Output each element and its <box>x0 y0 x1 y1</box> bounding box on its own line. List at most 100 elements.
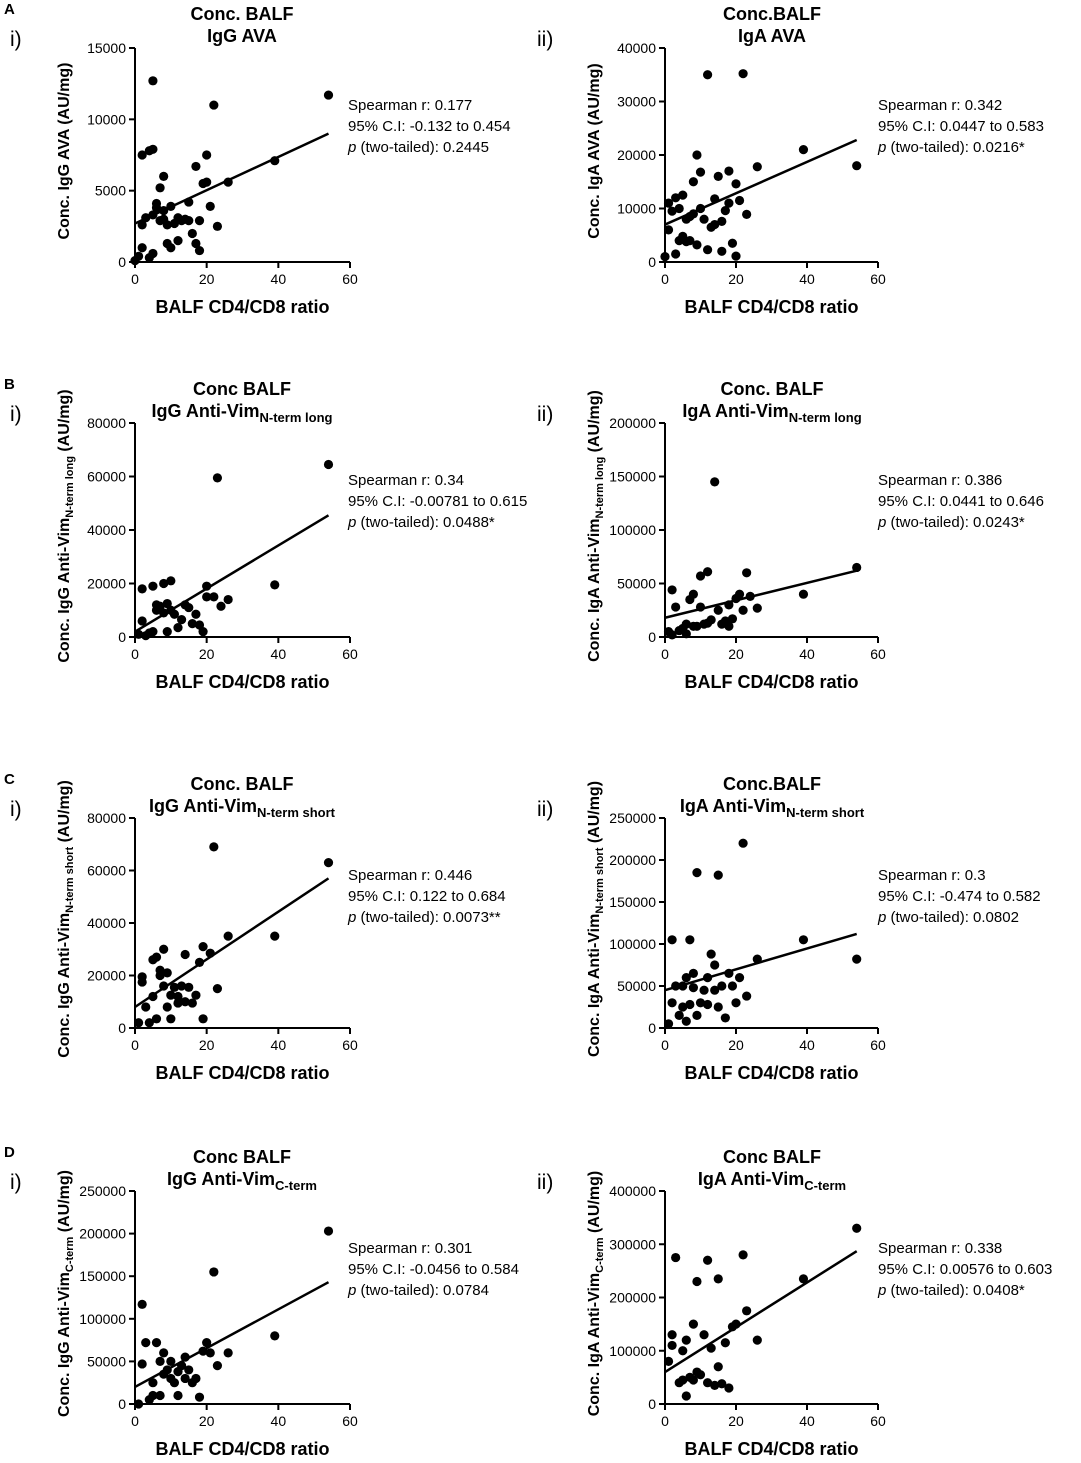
data-point <box>198 942 208 952</box>
data-point <box>717 981 727 991</box>
data-point <box>176 981 187 991</box>
stat-value: 0.0784 <box>443 1282 489 1299</box>
data-point <box>752 954 762 964</box>
data-point <box>717 246 727 256</box>
y-axis-label-unit: (AU/mg) <box>56 780 73 847</box>
data-point <box>731 998 741 1008</box>
stat-label: (two-tailed): <box>356 514 443 531</box>
data-point <box>187 998 197 1008</box>
data-point <box>133 629 144 639</box>
data-point <box>710 194 720 204</box>
data-point <box>205 1348 215 1358</box>
x-tick-label: 20 <box>199 1037 215 1053</box>
data-point <box>141 1338 151 1348</box>
data-point <box>681 1391 691 1401</box>
data-point <box>137 243 147 253</box>
data-point <box>724 1383 734 1393</box>
data-point <box>209 1267 219 1277</box>
data-point <box>688 1319 699 1329</box>
data-point <box>191 990 201 1000</box>
data-point <box>137 1299 147 1309</box>
x-tick-label: 60 <box>342 271 358 287</box>
data-point <box>180 949 190 960</box>
data-point <box>738 605 748 615</box>
y-tick-label: 200000 <box>609 852 656 868</box>
data-point <box>162 1002 172 1012</box>
stat-value: 0.3 <box>965 867 986 884</box>
stat-confidence-interval: 95% C.I: -0.474 to 0.582 <box>878 888 1041 905</box>
data-point <box>742 991 752 1001</box>
y-axis-label-unit: (AU/mg) <box>586 1171 603 1238</box>
x-tick-label: 0 <box>661 1037 669 1053</box>
data-point <box>155 1356 165 1366</box>
stat-label-p: p <box>877 1282 886 1299</box>
data-point <box>678 1002 688 1012</box>
data-point <box>187 228 197 239</box>
data-point <box>166 1356 176 1366</box>
data-point <box>706 949 716 959</box>
stat-confidence-interval: 95% C.I: -0.0456 to 0.584 <box>348 1261 519 1278</box>
data-point <box>176 1361 187 1371</box>
data-point <box>674 1010 684 1021</box>
data-point <box>681 973 691 983</box>
chart-title-line1: Conc BALF <box>723 1147 821 1167</box>
data-point <box>738 69 748 79</box>
data-point <box>710 219 720 230</box>
y-tick-label: 100000 <box>79 1311 126 1327</box>
data-point <box>173 1390 183 1401</box>
data-point <box>734 589 745 599</box>
data-point <box>184 982 194 992</box>
data-point <box>191 609 201 619</box>
chart-title-main: IgG AVA <box>207 26 277 46</box>
y-axis-label-main: Conc. IgA Anti-Vim <box>586 518 603 661</box>
data-point <box>223 594 233 605</box>
y-axis-label: Conc. IgA Anti-VimN-term short (AU/mg) <box>586 781 606 1057</box>
panel-letter: B <box>4 376 15 393</box>
data-point <box>727 238 738 248</box>
stat-value: 0.0408* <box>973 1282 1025 1299</box>
x-tick-label: 40 <box>271 646 287 662</box>
chart-title-line1: Conc. BALF <box>191 774 294 794</box>
data-point <box>194 245 205 256</box>
data-point <box>137 584 147 594</box>
panel-numeral: ii) <box>537 798 553 821</box>
data-point <box>148 1378 158 1388</box>
y-axis-label: Conc. IgA AVA (AU/mg) <box>586 63 603 238</box>
data-point <box>692 868 702 878</box>
stat-label: (two-tailed): <box>356 139 443 156</box>
data-point <box>688 968 699 979</box>
data-point <box>173 623 183 633</box>
data-point <box>159 608 169 618</box>
x-tick-label: 20 <box>728 271 744 287</box>
data-point <box>706 615 716 625</box>
x-tick-label: 60 <box>870 271 886 287</box>
x-axis-label: BALF CD4/CD8 ratio <box>684 672 858 692</box>
y-tick-label: 80000 <box>87 810 126 826</box>
y-tick-label: 200000 <box>609 415 656 431</box>
y-tick-label: 100000 <box>609 1343 656 1359</box>
data-point <box>148 581 158 591</box>
data-point <box>202 177 212 187</box>
stat-confidence-interval: 95% C.I: 0.0441 to 0.646 <box>878 493 1044 510</box>
stat-confidence-interval: 95% C.I: 0.122 to 0.684 <box>348 888 506 905</box>
stat-p-value: p (two-tailed): 0.2445 <box>347 139 489 156</box>
data-point <box>194 216 205 226</box>
stat-label: Spearman r: <box>348 867 435 884</box>
y-tick-label: 150000 <box>609 894 656 910</box>
x-axis-label: BALF CD4/CD8 ratio <box>155 297 329 317</box>
data-point <box>727 981 738 991</box>
stat-label: 95% C.I: <box>878 493 940 510</box>
data-point <box>667 206 677 216</box>
data-point <box>663 225 674 235</box>
x-tick-label: 60 <box>870 1037 886 1053</box>
x-tick-label: 0 <box>661 1413 669 1429</box>
data-point <box>688 209 699 219</box>
stat-value: 0.2445 <box>443 139 489 156</box>
data-point <box>166 990 176 1000</box>
data-point <box>734 973 745 983</box>
data-point <box>202 581 212 591</box>
y-tick-label: 150000 <box>79 1268 126 1284</box>
data-point <box>727 614 738 624</box>
